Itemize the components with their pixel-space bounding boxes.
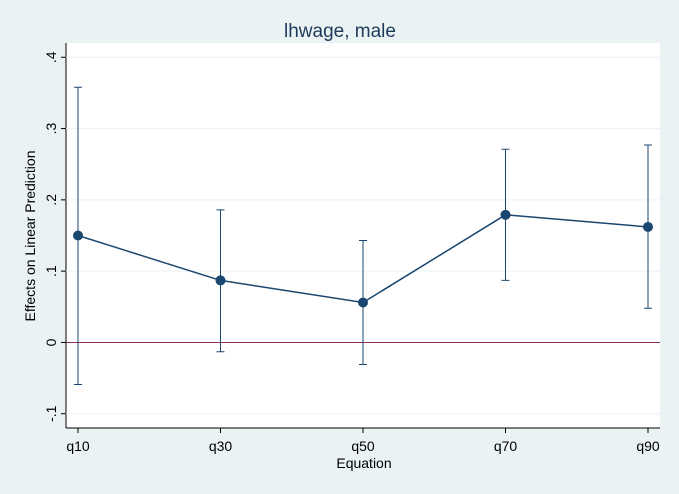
plot-area bbox=[66, 43, 660, 428]
point bbox=[73, 230, 83, 241]
y-tick-label: .2 bbox=[43, 194, 59, 206]
point bbox=[643, 221, 653, 232]
y-tick-label: -.1 bbox=[43, 405, 59, 422]
x-tick-label: q50 bbox=[351, 438, 375, 454]
x-tick-label: q10 bbox=[66, 438, 90, 454]
y-tick-label: .4 bbox=[43, 51, 59, 63]
x-tick-label: q30 bbox=[209, 438, 233, 454]
point bbox=[500, 209, 511, 220]
y-tick-label: 0 bbox=[43, 338, 59, 346]
x-tick-label: q90 bbox=[636, 438, 660, 454]
chart-title: lhwage, male bbox=[284, 21, 396, 42]
y-tick-label: .1 bbox=[43, 265, 59, 277]
x-axis-label: Equation bbox=[336, 455, 391, 471]
x-tick-label: q70 bbox=[494, 438, 518, 454]
y-tick-label: .3 bbox=[43, 123, 59, 135]
y-axis-label: Effects on Linear Prediction bbox=[22, 151, 38, 322]
point bbox=[358, 297, 368, 308]
point bbox=[215, 275, 226, 286]
